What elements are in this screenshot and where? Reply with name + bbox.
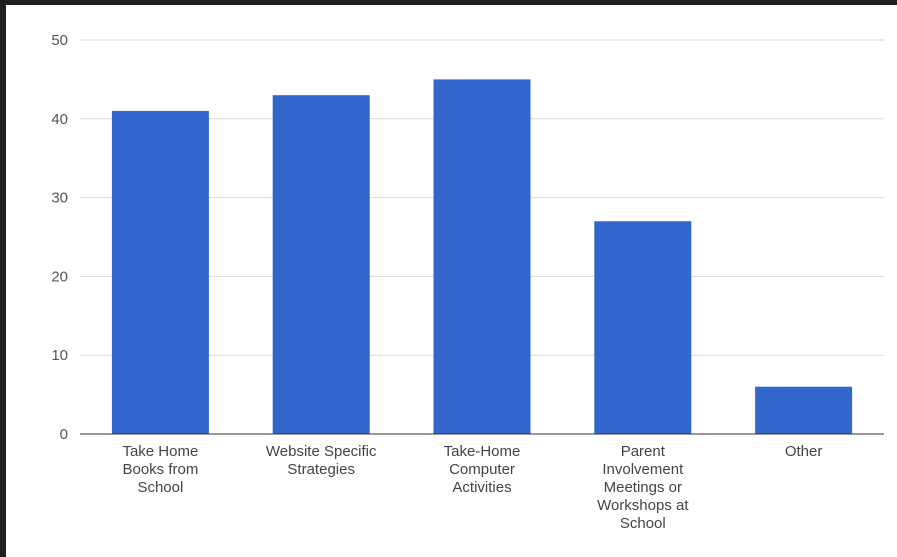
x-category-label-line: Computer [449,461,515,478]
bar [755,386,853,434]
chart-frame: 0 10 20 30 40 50 Take Home Books from School Web… [6,5,897,557]
x-category-label-line: Meetings or [604,479,682,496]
x-category-label-line: Other [785,443,823,460]
x-category-label: Take-Home Computer Activities [444,443,521,496]
x-category-label-line: Workshops at [597,497,689,514]
x-category-label: Parent Involvement Meetings or Workshops at… [597,443,689,532]
x-category-label-line: Strategies [287,461,355,478]
bar [111,110,209,435]
x-category-label-line: Involvement [602,461,684,478]
y-axis-tick-labels: 0 10 20 30 40 50 [51,32,68,443]
y-tick-label: 50 [51,32,68,49]
x-category-label: Take Home Books from School [122,443,198,496]
y-tick-label: 0 [60,426,68,443]
x-category-label-line: School [137,479,183,496]
y-tick-label: 30 [51,190,68,207]
x-category-label-line: Parent [621,443,666,460]
x-category-label-line: School [620,515,666,532]
x-category-label: Website Specific Strategies [266,443,377,478]
x-category-label-line: Books from [122,461,198,478]
x-category-label-line: Website Specific [266,443,377,460]
bars [111,79,853,435]
bar [433,79,531,435]
bar [272,95,370,434]
x-category-label-line: Activities [452,479,511,496]
y-tick-label: 40 [51,111,68,128]
y-tick-label: 20 [51,268,68,285]
x-category-label-line: Take-Home [444,443,521,460]
y-tick-label: 10 [51,347,68,364]
x-category-label-line: Take Home [122,443,198,460]
x-category-label: Other [785,443,823,460]
bar [594,221,692,434]
